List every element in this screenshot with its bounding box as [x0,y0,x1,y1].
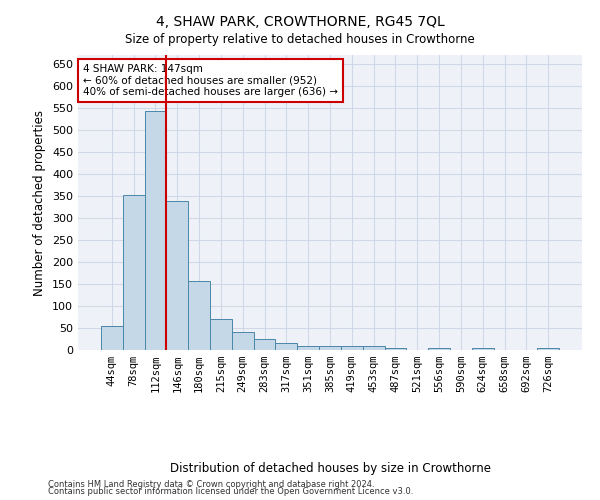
Bar [537,348,559,350]
Text: 4 SHAW PARK: 147sqm
← 60% of detached houses are smaller (952)
40% of semi-detac: 4 SHAW PARK: 147sqm ← 60% of detached ho… [83,64,338,97]
Bar [101,326,123,350]
Y-axis label: Number of detached properties: Number of detached properties [34,110,46,296]
X-axis label: Distribution of detached houses by size in Crowthorne: Distribution of detached houses by size … [170,462,491,475]
Text: Contains HM Land Registry data © Crown copyright and database right 2024.: Contains HM Land Registry data © Crown c… [48,480,374,489]
Text: 4, SHAW PARK, CROWTHORNE, RG45 7QL: 4, SHAW PARK, CROWTHORNE, RG45 7QL [155,15,445,29]
Bar [472,348,494,350]
Bar [297,346,319,350]
Text: Size of property relative to detached houses in Crowthorne: Size of property relative to detached ho… [125,32,475,46]
Bar [166,201,188,350]
Bar [188,281,210,350]
Text: Contains public sector information licensed under the Open Government Licence v3: Contains public sector information licen… [48,487,413,496]
Bar [428,348,450,350]
Bar [341,346,363,350]
Bar [385,348,406,350]
Bar [319,346,341,350]
Bar [254,339,275,350]
Bar [275,342,297,350]
Bar [363,346,385,350]
Bar [210,319,232,350]
Bar [232,332,254,350]
Bar [145,112,166,350]
Bar [123,194,145,350]
